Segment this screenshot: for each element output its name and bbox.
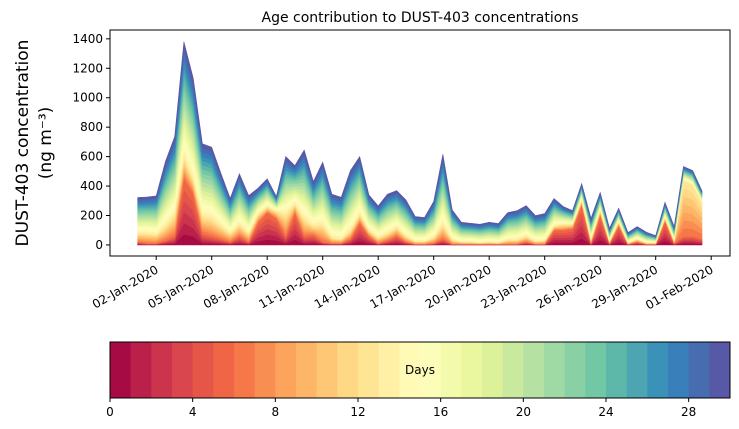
colorbar-swatch [234, 342, 256, 398]
colorbar-swatch [192, 342, 214, 398]
colorbar-swatch [254, 342, 276, 398]
colorbar-swatch [213, 342, 235, 398]
x-axis: 02-Jan-202005-Jan-202008-Jan-202011-Jan-… [90, 256, 716, 312]
colorbar-swatch [502, 342, 524, 398]
plot-frame [109, 29, 731, 257]
colorbar-swatch [564, 342, 586, 398]
age-band-day-29 [137, 41, 703, 237]
y-axis-label: DUST-403 concentration [13, 40, 33, 247]
colorbar: 0 4 8 12 16 20 24 28 [106, 341, 731, 419]
y-tick-label: 0 [95, 238, 103, 252]
y-axis-label-units: (ng m⁻³) [36, 107, 56, 180]
colorbar-swatch [461, 342, 483, 398]
y-tick-label: 1000 [72, 91, 103, 105]
y-tick-label: 200 [80, 209, 103, 223]
colorbar-swatch [647, 342, 669, 398]
colorbar-swatch [337, 342, 359, 398]
y-tick-label: 1400 [72, 32, 103, 46]
colorbar-swatch [130, 342, 152, 398]
y-tick-label: 600 [80, 150, 103, 164]
colorbar-swatch [585, 342, 607, 398]
colorbar-swatch [110, 342, 132, 398]
colorbar-swatch [296, 342, 318, 398]
colorbar-tick-label: 24 [598, 405, 613, 419]
colorbar-swatch [606, 342, 628, 398]
y-tick-label: 1200 [72, 61, 103, 75]
colorbar-swatch [440, 342, 462, 398]
colorbar-swatch [420, 342, 442, 398]
colorbar-swatch [358, 342, 380, 398]
colorbar-tick-label: 8 [272, 405, 280, 419]
colorbar-swatch [399, 342, 421, 398]
y-axis: 0 200 400 600 800 1000 1200 1400 [72, 32, 110, 252]
colorbar-swatch [709, 342, 731, 398]
y-tick-label: 800 [80, 120, 103, 134]
chart-title: Age contribution to DUST-403 concentrati… [262, 10, 579, 26]
colorbar-swatch [275, 342, 297, 398]
colorbar-swatch [482, 342, 504, 398]
colorbar-swatch [316, 342, 338, 398]
colorbar-swatch [688, 342, 710, 398]
colorbar-swatch [172, 342, 194, 398]
colorbar-tick-label: 28 [681, 405, 696, 419]
colorbar-swatch [378, 342, 400, 398]
colorbar-tick-label: 12 [350, 405, 365, 419]
colorbar-swatch [523, 342, 545, 398]
colorbar-tick-label: 20 [516, 405, 531, 419]
y-tick-label: 400 [80, 179, 103, 193]
colorbar-tick-label: 0 [106, 405, 114, 419]
colorbar-swatch [668, 342, 690, 398]
colorbar-swatch [151, 342, 173, 398]
colorbar-tick-label: 16 [433, 405, 448, 419]
area-bands [137, 41, 703, 246]
colorbar-swatch [544, 342, 566, 398]
colorbar-label: Days [405, 363, 435, 377]
colorbar-swatch [626, 342, 648, 398]
colorbar-tick-label: 4 [189, 405, 197, 419]
colorbar-frame [109, 341, 731, 399]
